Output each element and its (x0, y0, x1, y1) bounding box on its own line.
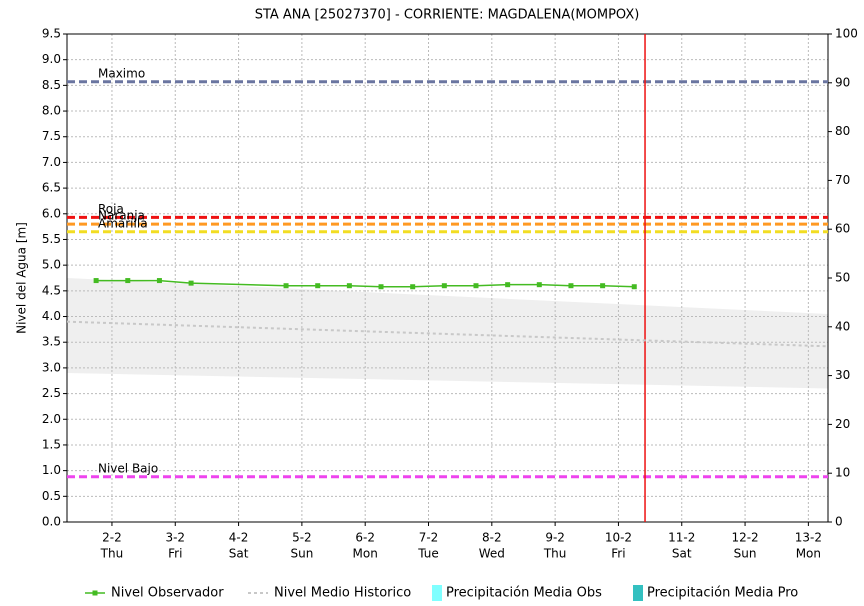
data-point (156, 278, 162, 284)
data-point (188, 280, 194, 286)
data-point (93, 278, 99, 284)
x-tick-label: 13-2 (795, 531, 822, 545)
data-point (568, 283, 574, 289)
x-weekday-label: Sun (734, 547, 757, 561)
y2-tick-label: 20 (835, 417, 850, 431)
x-tick-label: 10-2 (605, 531, 632, 545)
y-tick-label: 3.0 (42, 360, 61, 374)
y-tick-label: 2.0 (42, 412, 61, 426)
x-tick-label: 3-2 (165, 531, 185, 545)
data-point (441, 283, 447, 289)
data-point (505, 282, 511, 288)
x-tick-label: 12-2 (731, 531, 758, 545)
y-tick-label: 5.5 (42, 232, 61, 246)
x-tick-label: 5-2 (292, 531, 312, 545)
y-tick-label: 8.5 (42, 78, 61, 92)
x-weekday-label: Tue (417, 547, 439, 561)
y-tick-label: 5.0 (42, 258, 61, 272)
x-tick-label: 4-2 (229, 531, 249, 545)
x-weekday-label: Sat (672, 547, 692, 561)
data-point (410, 284, 416, 290)
reference-label: Maximo (98, 66, 145, 80)
y-tick-label: 0.5 (42, 489, 61, 503)
series-line (66, 320, 829, 348)
chart-title: STA ANA [25027370] - CORRIENTE: MAGDALEN… (255, 8, 640, 23)
x-weekday-label: Mon (353, 547, 378, 561)
data-point (125, 278, 131, 284)
x-weekday-label: Fri (168, 547, 182, 561)
reference-label: Amarilla (98, 216, 148, 230)
y-tick-label: 4.5 (42, 283, 61, 297)
y-tick-label: 3.5 (42, 335, 61, 349)
y2-tick-label: 0 (835, 515, 843, 529)
y-tick-label: 1.0 (42, 463, 61, 477)
x-weekday-label: Sun (290, 547, 313, 561)
x-weekday-label: Fri (611, 547, 625, 561)
y2-tick-label: 10 (835, 466, 850, 480)
legend-label: Nivel Observador (111, 586, 224, 601)
y-tick-label: 7.5 (42, 129, 61, 143)
x-weekday-label: Sat (229, 547, 249, 561)
data-point (600, 283, 606, 289)
y-tick-label: 9.0 (42, 52, 61, 66)
y-tick-label: 0.0 (42, 515, 61, 529)
data-point (473, 283, 479, 289)
y-tick-label: 1.5 (42, 437, 61, 451)
reference-label: Naranja (98, 209, 145, 223)
legend-label: Precipitación Media Pro (647, 586, 798, 601)
legend-swatch (432, 585, 442, 601)
y-tick-label: 6.0 (42, 206, 61, 220)
y-tick-label: 9.5 (42, 27, 61, 41)
legend-label: Precipitación Media Obs (446, 586, 602, 601)
x-weekday-label: Wed (479, 547, 505, 561)
x-tick-label: 11-2 (668, 531, 695, 545)
y2-tick-label: 50 (835, 271, 850, 285)
plot-frame (66, 33, 829, 523)
legend-swatch (633, 585, 643, 601)
data-point (315, 283, 321, 289)
legend-label: Nivel Medio Historico (274, 586, 411, 601)
y-tick-label: 2.5 (42, 386, 61, 400)
y2-tick-label: 80 (835, 124, 850, 138)
y2-tick-label: 70 (835, 173, 850, 187)
y-tick-label: 7.0 (42, 155, 61, 169)
y2-tick-label: 90 (835, 75, 850, 89)
data-point (378, 284, 384, 290)
y-tick-label: 6.5 (42, 181, 61, 195)
data-point (283, 283, 289, 289)
y2-tick-label: 40 (835, 319, 850, 333)
y2-tick-label: 30 (835, 368, 850, 382)
y-tick-label: 8.0 (42, 104, 61, 118)
data-point (346, 283, 352, 289)
data-point (536, 282, 542, 288)
reference-label: Roja (98, 202, 124, 216)
x-weekday-label: Thu (543, 547, 567, 561)
x-tick-label: 6-2 (355, 531, 375, 545)
y-tick-label: 4.0 (42, 309, 61, 323)
x-weekday-label: Mon (796, 547, 821, 561)
y-axis-label: Nivel del Agua [m] (15, 222, 29, 334)
x-weekday-label: Thu (100, 547, 124, 561)
reference-label: Nivel Bajo (98, 461, 158, 475)
legend-swatch (92, 590, 98, 596)
x-tick-label: 8-2 (482, 531, 502, 545)
x-tick-label: 7-2 (419, 531, 439, 545)
data-point (631, 284, 637, 290)
x-tick-label: 2-2 (102, 531, 122, 545)
y2-tick-label: 60 (835, 222, 850, 236)
x-tick-label: 9-2 (545, 531, 565, 545)
series-line (96, 279, 635, 288)
y2-tick-label: 100 (835, 27, 858, 41)
